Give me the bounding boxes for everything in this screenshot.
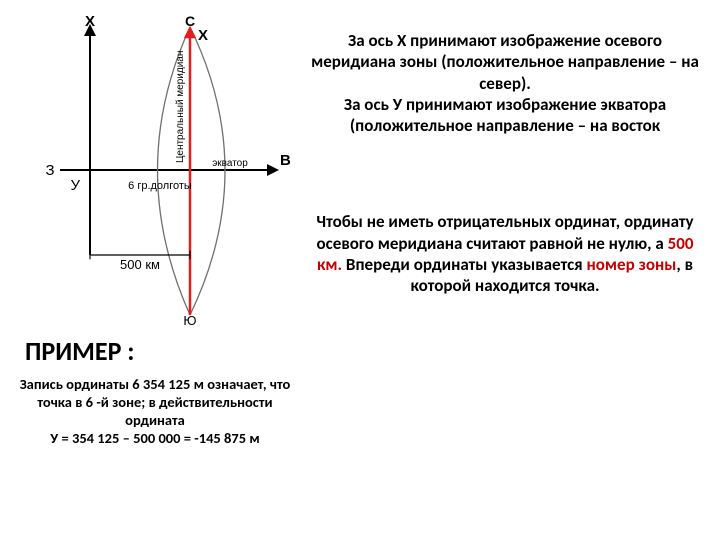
meridian-top-label: Х: [198, 27, 208, 44]
x-axis-label: Х: [85, 15, 95, 30]
p2-text-d: номер зоны: [587, 254, 677, 275]
p1-text-b: За ось У принимают изображение экватора …: [344, 94, 666, 136]
example-text-d: У = 354 125 – 500 000 = -145 875 м: [50, 429, 259, 447]
example-text-a: Запись ординаты: [20, 375, 133, 393]
east-label: В: [280, 152, 291, 169]
y-axis-label: У: [70, 177, 80, 194]
distance-label: 500 км: [120, 257, 160, 272]
diagram-svg: Х З В У С Х Ю Центральный меридиан экват…: [15, 15, 295, 325]
west-label: З: [45, 162, 54, 179]
paragraph-2: Чтобы не иметь отрицательных ординат, ор…: [305, 211, 705, 296]
main-container: Х З В У С Х Ю Центральный меридиан экват…: [15, 15, 705, 448]
equator-label: экватор: [212, 158, 248, 169]
example-text-b: 6 354 125 м: [132, 375, 204, 393]
p1-text-a: За ось Х принимают изображение осевого м…: [311, 30, 699, 94]
meridian-vertical-text: Центральный меридиан: [175, 51, 186, 163]
right-column: За ось Х принимают изображение осевого м…: [295, 15, 705, 448]
example-heading: ПРИМЕР :: [15, 335, 295, 367]
p2-text-c: Впереди ординаты указывается: [346, 254, 587, 275]
zone-diagram: Х З В У С Х Ю Центральный меридиан экват…: [15, 15, 295, 325]
p2-text-a: Чтобы не иметь отрицательных ординат, ор…: [316, 211, 693, 253]
paragraph-1: За ось Х принимают изображение осевого м…: [305, 30, 705, 136]
north-label: С: [185, 15, 195, 29]
example-body: Запись ординаты 6 354 125 м означает, чт…: [15, 375, 295, 448]
left-column: Х З В У С Х Ю Центральный меридиан экват…: [15, 15, 295, 448]
south-label: Ю: [183, 313, 196, 325]
degrees-label: 6 гр.долготы: [128, 180, 192, 192]
